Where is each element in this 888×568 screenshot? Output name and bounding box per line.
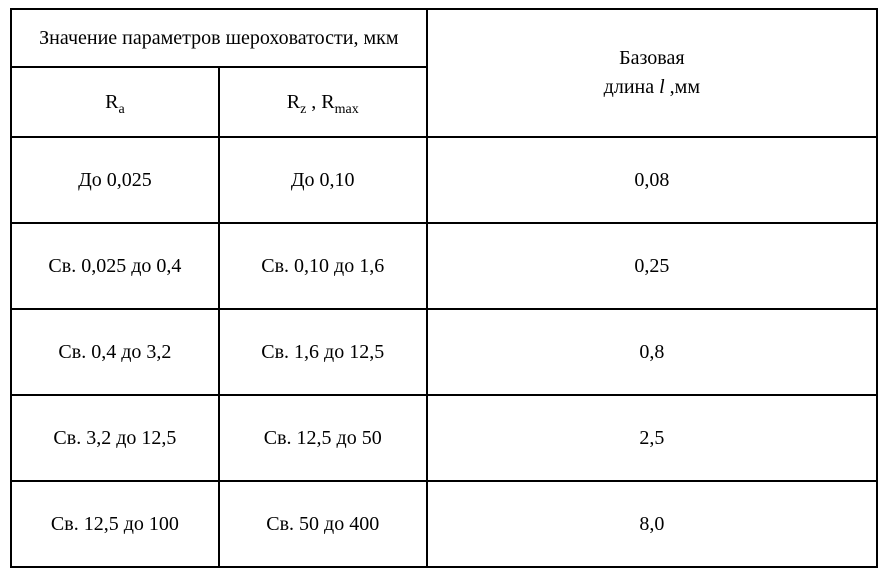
roughness-table: Значение параметров шероховатости, мкм Б…: [10, 8, 878, 568]
header-col-rz-rmax: Rz , Rmax: [219, 67, 427, 137]
cell-ra: До 0,025: [11, 137, 219, 223]
cell-rz: Св. 50 до 400: [219, 481, 427, 567]
header-base-line1: Базовая: [432, 47, 872, 70]
table-row: До 0,025 До 0,10 0,08: [11, 137, 877, 223]
cell-ra: Св. 3,2 до 12,5: [11, 395, 219, 481]
cell-rz: Св. 1,6 до 12,5: [219, 309, 427, 395]
cell-ra: Св. 0,4 до 3,2: [11, 309, 219, 395]
table-row: Св. 0,4 до 3,2 Св. 1,6 до 12,5 0,8: [11, 309, 877, 395]
table-row: Св. 0,025 до 0,4 Св. 0,10 до 1,6 0,25: [11, 223, 877, 309]
cell-rz: Св. 12,5 до 50: [219, 395, 427, 481]
header-col-ra: Ra: [11, 67, 219, 137]
table-row: Св. 12,5 до 100 Св. 50 до 400 8,0: [11, 481, 877, 567]
cell-base: 0,8: [427, 309, 877, 395]
table-row: Св. 3,2 до 12,5 Св. 12,5 до 50 2,5: [11, 395, 877, 481]
cell-base: 2,5: [427, 395, 877, 481]
header-base-line2: длина l ,мм: [432, 76, 872, 99]
cell-base: 8,0: [427, 481, 877, 567]
cell-base: 0,25: [427, 223, 877, 309]
cell-rz: До 0,10: [219, 137, 427, 223]
cell-base: 0,08: [427, 137, 877, 223]
cell-rz: Св. 0,10 до 1,6: [219, 223, 427, 309]
header-base-length: Базовая длина l ,мм: [427, 9, 877, 137]
table-body: До 0,025 До 0,10 0,08 Св. 0,025 до 0,4 С…: [11, 137, 877, 567]
cell-ra: Св. 12,5 до 100: [11, 481, 219, 567]
cell-ra: Св. 0,025 до 0,4: [11, 223, 219, 309]
header-roughness-group: Значение параметров шероховатости, мкм: [11, 9, 427, 67]
